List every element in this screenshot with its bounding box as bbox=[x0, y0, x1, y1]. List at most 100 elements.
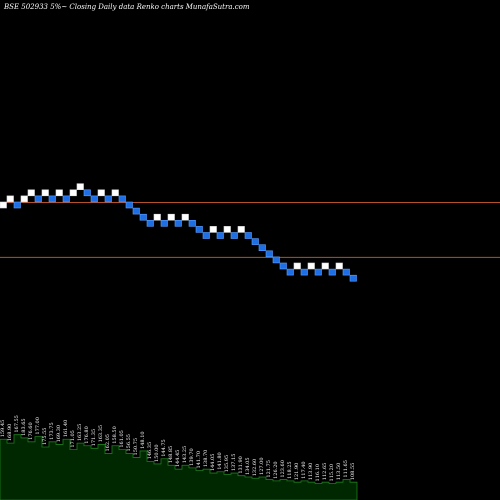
renko-brick-down bbox=[34, 195, 42, 203]
renko-brick-up bbox=[153, 213, 161, 221]
volume-label: 176.80 bbox=[84, 426, 90, 444]
renko-brick-down bbox=[202, 232, 210, 239]
renko-brick-up bbox=[307, 262, 315, 270]
volume-label: 138.70 bbox=[203, 450, 209, 468]
volume-label: 148.85 bbox=[168, 446, 174, 464]
volume-label: 144.75 bbox=[161, 439, 167, 457]
renko-brick-down bbox=[251, 238, 259, 245]
renko-brick-up bbox=[69, 189, 77, 197]
volume-label: 163.25 bbox=[77, 424, 83, 442]
renko-brick-down bbox=[314, 268, 322, 276]
renko-brick-down bbox=[265, 250, 273, 258]
renko-brick-down bbox=[160, 220, 168, 227]
volume-label: 141.80 bbox=[217, 452, 223, 470]
renko-brick-up bbox=[237, 226, 245, 233]
volume-label: 117.40 bbox=[301, 461, 307, 479]
volume-label: 161.40 bbox=[63, 420, 69, 438]
renko-brick-down bbox=[286, 268, 294, 276]
volume-label: 121.75 bbox=[266, 460, 272, 478]
renko-brick-up bbox=[41, 189, 49, 197]
renko-brick-down bbox=[125, 201, 133, 209]
renko-brick-up bbox=[335, 262, 343, 270]
renko-brick-up bbox=[167, 213, 175, 221]
volume-label: 135.95 bbox=[224, 455, 230, 473]
reference-lines bbox=[0, 201, 500, 258]
volume-label: 143.25 bbox=[182, 446, 188, 464]
renko-brick-down bbox=[342, 268, 350, 276]
chart-title: BSE 502933 5%~ Closing Daily data Renko … bbox=[3, 3, 250, 11]
renko-brick-down bbox=[216, 232, 224, 239]
renko-brick-down bbox=[62, 195, 70, 203]
renko-brick-down bbox=[146, 220, 154, 227]
volume-label: 150.00 bbox=[154, 444, 160, 462]
volume-label: 137.15 bbox=[231, 454, 237, 472]
renko-brick-up bbox=[209, 226, 217, 233]
renko-brick-down bbox=[104, 195, 112, 203]
volume-label: 127.00 bbox=[259, 457, 265, 475]
volume-label: 162.05 bbox=[105, 434, 111, 452]
renko-brick-down bbox=[244, 232, 252, 239]
renko-brick-up bbox=[293, 262, 301, 270]
volume-labels: 159.45 168.90 167.55 183.65 176.60 177.00175.… bbox=[0, 415, 356, 481]
volume-label: 163.35 bbox=[98, 425, 104, 443]
renko-bricks bbox=[0, 183, 357, 282]
volume-label: 123.60 bbox=[280, 460, 286, 478]
volume-label: 112.65 bbox=[322, 463, 328, 481]
renko-brick-down bbox=[139, 213, 147, 221]
volume-label: 173.75 bbox=[49, 422, 55, 440]
volume-label: 175.55 bbox=[42, 428, 48, 446]
volume-label: 139.70 bbox=[189, 448, 195, 466]
volume-label: 121.90 bbox=[294, 463, 300, 481]
renko-brick-down bbox=[132, 207, 140, 215]
volume-label: 146.35 bbox=[147, 442, 153, 460]
renko-brick-down bbox=[230, 232, 238, 239]
volume-label: 108.55 bbox=[350, 463, 356, 481]
renko-brick-down bbox=[118, 195, 126, 203]
volume-label: 161.05 bbox=[119, 430, 125, 448]
volume-label: 144.45 bbox=[175, 450, 181, 468]
volume-series bbox=[0, 434, 358, 500]
volume-label: 111.65 bbox=[343, 460, 349, 478]
renko-brick-down bbox=[48, 195, 56, 203]
renko-brick-down bbox=[90, 195, 98, 203]
renko-brick-up bbox=[76, 183, 84, 190]
volume-label: 183.65 bbox=[21, 418, 27, 436]
volume-label: 132.60 bbox=[252, 459, 258, 477]
volume-label: 126.20 bbox=[273, 461, 279, 479]
volume-label: 156.55 bbox=[126, 434, 132, 452]
volume-label: 131.90 bbox=[238, 456, 244, 474]
renko-brick-down bbox=[188, 220, 196, 227]
renko-brick-down bbox=[349, 274, 357, 282]
renko-brick-up bbox=[111, 189, 119, 197]
volume-label: 134.05 bbox=[245, 457, 251, 475]
renko-brick-up bbox=[321, 262, 329, 270]
volume-label: 168.90 bbox=[7, 424, 13, 442]
renko-brick-up bbox=[181, 213, 189, 221]
volume-label: 177.00 bbox=[35, 417, 41, 435]
renko-brick-down bbox=[13, 201, 21, 209]
renko-brick-down bbox=[272, 256, 280, 264]
renko-brick-up bbox=[55, 189, 63, 197]
volume-label: 148.10 bbox=[140, 431, 146, 449]
renko-brick-down bbox=[300, 268, 308, 276]
volume-label: 113.50 bbox=[336, 463, 342, 481]
volume-label: 176.60 bbox=[28, 422, 34, 440]
renko-brick-down bbox=[195, 226, 203, 233]
volume-label: 171.35 bbox=[91, 429, 97, 447]
volume-label: 116.10 bbox=[315, 464, 321, 482]
renko-brick-up bbox=[223, 226, 231, 233]
volume-area bbox=[0, 434, 358, 500]
volume-label: 115.20 bbox=[329, 464, 335, 482]
renko-brick-up bbox=[97, 189, 105, 197]
renko-brick-down bbox=[174, 220, 182, 227]
renko-brick-down bbox=[279, 262, 287, 270]
volume-label: 169.30 bbox=[56, 425, 62, 443]
volume-label: 113.90 bbox=[308, 463, 314, 481]
renko-brick-up bbox=[27, 189, 35, 197]
renko-brick-up bbox=[6, 195, 14, 203]
volume-label: 141.70 bbox=[196, 451, 202, 469]
volume-label: 118.25 bbox=[287, 461, 293, 479]
volume-label: 159.45 bbox=[0, 420, 6, 438]
